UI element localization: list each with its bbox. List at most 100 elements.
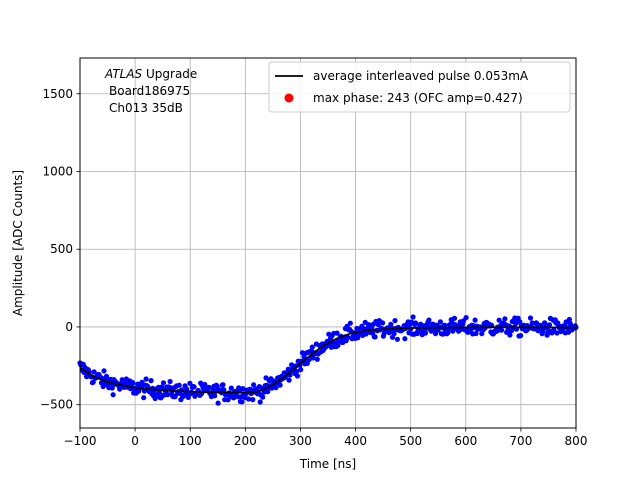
sample-point bbox=[413, 320, 419, 326]
sample-point bbox=[101, 368, 107, 374]
sample-point bbox=[551, 327, 557, 333]
x-tick-label: 500 bbox=[399, 434, 422, 448]
y-tick-label: 0 bbox=[65, 320, 73, 334]
x-tick-label: 400 bbox=[344, 434, 367, 448]
sample-point bbox=[294, 368, 300, 375]
annotation-channel: Ch013 35dB bbox=[109, 101, 183, 115]
sample-point bbox=[141, 395, 147, 401]
sample-point bbox=[250, 397, 256, 403]
sample-point bbox=[212, 393, 218, 399]
sample-point bbox=[451, 315, 458, 321]
x-tick-label: −100 bbox=[64, 434, 97, 448]
sample-point bbox=[426, 317, 432, 323]
sample-point bbox=[535, 328, 541, 334]
sample-point bbox=[334, 330, 340, 336]
sample-point bbox=[363, 331, 369, 337]
sample-point bbox=[215, 400, 221, 406]
y-tick-label: 1000 bbox=[42, 164, 73, 178]
sample-point bbox=[422, 330, 429, 336]
sample-point bbox=[546, 322, 553, 328]
sample-point bbox=[103, 373, 110, 379]
sample-point bbox=[442, 322, 448, 328]
x-tick-label: 800 bbox=[565, 434, 588, 448]
x-tick-label: 300 bbox=[289, 434, 312, 448]
y-tick-label: −500 bbox=[40, 398, 73, 412]
sample-point bbox=[159, 384, 165, 390]
sample-point bbox=[372, 334, 378, 340]
sample-point bbox=[202, 381, 208, 388]
x-tick-label: 700 bbox=[509, 434, 532, 448]
sample-point bbox=[445, 330, 451, 336]
average-pulse-line bbox=[79, 326, 577, 394]
y-axis-label: Amplitude [ADC Counts] bbox=[11, 170, 25, 316]
x-tick-label: 200 bbox=[234, 434, 257, 448]
sample-point bbox=[165, 392, 171, 398]
sample-point bbox=[499, 327, 505, 333]
sample-point bbox=[260, 394, 266, 400]
sample-point bbox=[314, 356, 320, 362]
plot-frame bbox=[79, 57, 577, 429]
sample-point bbox=[214, 384, 220, 390]
y-axis-ticks: −500 0 500 1000 1500 bbox=[40, 87, 80, 412]
sample-point bbox=[294, 373, 300, 379]
sample-point bbox=[191, 384, 197, 390]
sample-point bbox=[298, 367, 304, 373]
sample-point bbox=[220, 382, 226, 388]
average-pulse-curve bbox=[79, 326, 577, 394]
sample-point bbox=[345, 334, 351, 340]
sample-point bbox=[380, 320, 386, 326]
annotation-title: ATLAS Upgrade bbox=[104, 67, 197, 81]
x-tick-label: 600 bbox=[454, 434, 477, 448]
sample-point bbox=[251, 382, 257, 388]
sample-point bbox=[167, 378, 173, 385]
sample-point bbox=[410, 314, 416, 320]
sample-point bbox=[109, 385, 115, 391]
sample-point bbox=[130, 380, 136, 386]
annotation-board: Board186975 bbox=[109, 84, 190, 98]
sample-point bbox=[375, 322, 381, 328]
y-tick-label: 500 bbox=[50, 242, 73, 256]
sample-point bbox=[240, 386, 246, 392]
sample-point bbox=[91, 369, 97, 375]
sample-point bbox=[392, 318, 398, 324]
sample-point bbox=[402, 336, 408, 342]
legend-box bbox=[268, 61, 571, 113]
sample-point bbox=[286, 377, 292, 383]
sample-point bbox=[246, 396, 252, 402]
sample-point bbox=[148, 378, 154, 384]
x-axis-ticks: −100 0 100 200 300 400 500 600 700 800 bbox=[64, 428, 588, 448]
sample-point bbox=[265, 389, 271, 395]
sample-point bbox=[507, 332, 513, 338]
sample-point bbox=[141, 388, 148, 394]
sample-point bbox=[414, 330, 420, 337]
y-tick-label: 1500 bbox=[42, 87, 73, 101]
sample-point bbox=[206, 384, 212, 390]
sample-point bbox=[502, 316, 508, 322]
sample-points bbox=[77, 314, 579, 406]
sample-point bbox=[472, 317, 478, 323]
sample-point bbox=[90, 379, 96, 385]
sample-point bbox=[554, 330, 560, 336]
sample-point bbox=[221, 387, 227, 393]
sample-point bbox=[309, 344, 315, 350]
x-tick-label: 0 bbox=[131, 434, 139, 448]
sample-point bbox=[463, 315, 469, 321]
x-axis-label: Time [ns] bbox=[299, 457, 356, 471]
sample-point bbox=[187, 380, 193, 386]
annotation-experiment: ATLAS bbox=[104, 67, 143, 81]
sample-point bbox=[566, 316, 573, 323]
sample-point bbox=[527, 315, 534, 321]
x-tick-label: 100 bbox=[179, 434, 202, 448]
sample-point bbox=[437, 319, 443, 325]
sample-point bbox=[391, 331, 397, 337]
sample-point bbox=[257, 399, 263, 405]
sample-point bbox=[347, 320, 353, 326]
sample-point bbox=[496, 317, 502, 323]
sample-point bbox=[518, 333, 524, 339]
sample-point bbox=[143, 376, 149, 382]
sample-point bbox=[185, 394, 191, 400]
legend-label-max-phase: max phase: 243 (OFC amp=0.427) bbox=[313, 91, 523, 105]
legend-label-average: average interleaved pulse 0.053mA bbox=[313, 69, 529, 83]
legend: average interleaved pulse 0.053mA max ph… bbox=[268, 61, 571, 113]
